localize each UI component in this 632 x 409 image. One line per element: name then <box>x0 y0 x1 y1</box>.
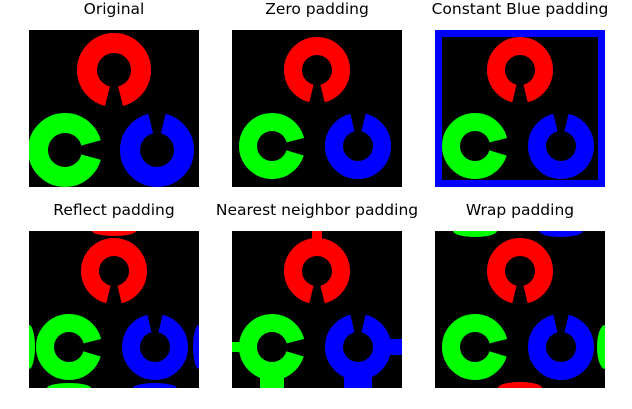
green-ring <box>36 314 109 380</box>
green-ring <box>442 113 515 179</box>
red-ring <box>284 37 350 108</box>
wrapped-green-fragment <box>453 231 497 237</box>
stretched-red-edge <box>312 231 322 243</box>
red-ring <box>81 238 147 309</box>
zero-padded-image <box>232 30 402 187</box>
stretched-blue-edge <box>390 339 402 355</box>
blue-ring <box>325 309 391 380</box>
wrapped-red-fragment <box>498 382 542 388</box>
blue-ring <box>120 108 194 187</box>
green-ring <box>239 314 312 380</box>
edge-padded-image <box>232 231 402 388</box>
panel-title: Reflect padding <box>53 201 175 219</box>
panel-title: Nearest neighbor padding <box>215 201 419 219</box>
blue-ring <box>528 108 594 179</box>
reflected-red-fragment <box>92 231 136 236</box>
wrap-padded-image <box>435 231 605 388</box>
panel-title: Original <box>83 0 145 18</box>
opencv-logo-image <box>29 30 199 187</box>
panel-title: Constant Blue padding <box>431 0 609 18</box>
green-ring <box>239 113 312 179</box>
red-ring <box>487 238 553 309</box>
blue-ring <box>528 309 594 380</box>
reflected-blue-fragment <box>193 325 199 369</box>
constant-blue-padded-image <box>435 30 605 187</box>
green-ring <box>29 113 109 187</box>
red-ring <box>284 238 350 309</box>
red-ring <box>487 37 553 108</box>
panel-title: Wrap padding <box>465 201 575 219</box>
logo-svg <box>29 33 194 187</box>
reflected-green-fragment <box>29 325 35 369</box>
stretched-green-edge <box>232 342 244 352</box>
blue-ring <box>325 108 391 179</box>
blue-ring <box>122 309 188 380</box>
reflect-padded-image <box>29 231 199 388</box>
panel-title: Zero padding <box>265 0 369 18</box>
red-ring <box>77 33 151 110</box>
green-ring <box>442 314 515 380</box>
wrapped-blue-fragment <box>539 231 583 237</box>
